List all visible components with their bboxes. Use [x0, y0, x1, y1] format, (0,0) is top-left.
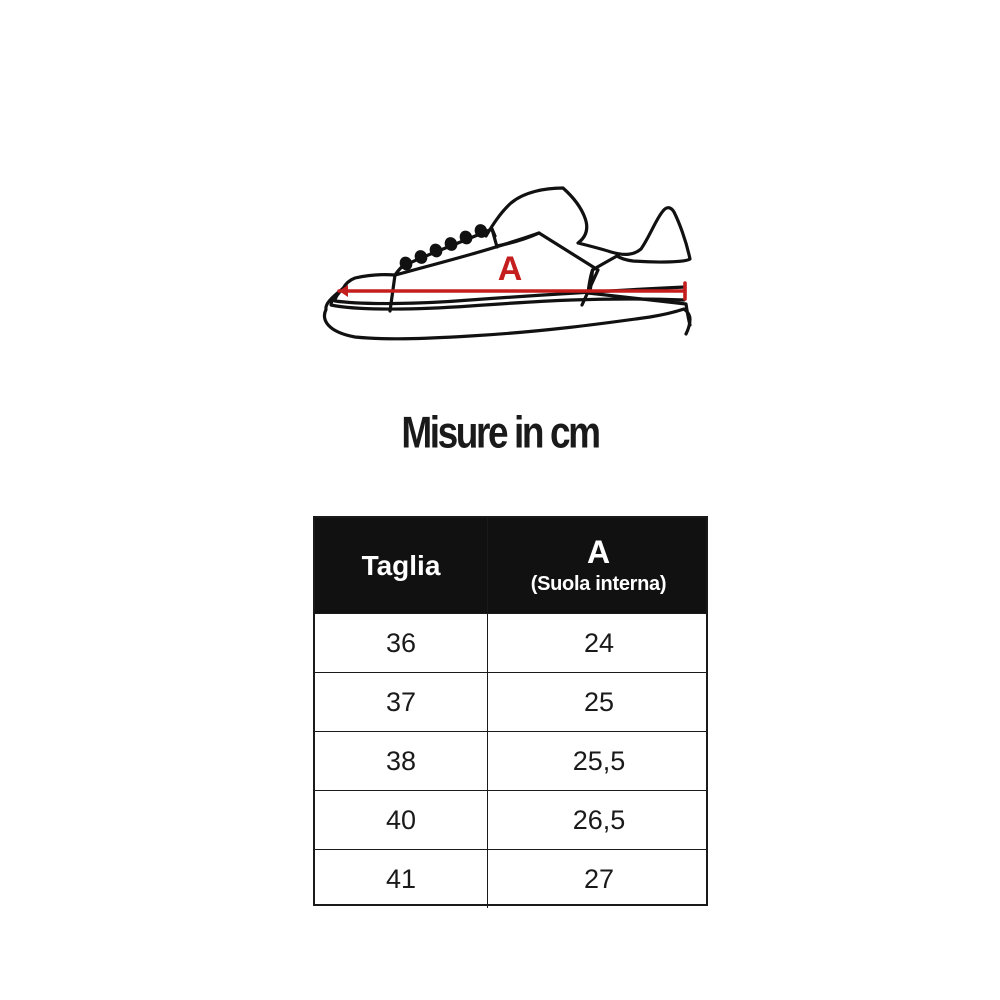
svg-text:A: A [498, 250, 523, 288]
